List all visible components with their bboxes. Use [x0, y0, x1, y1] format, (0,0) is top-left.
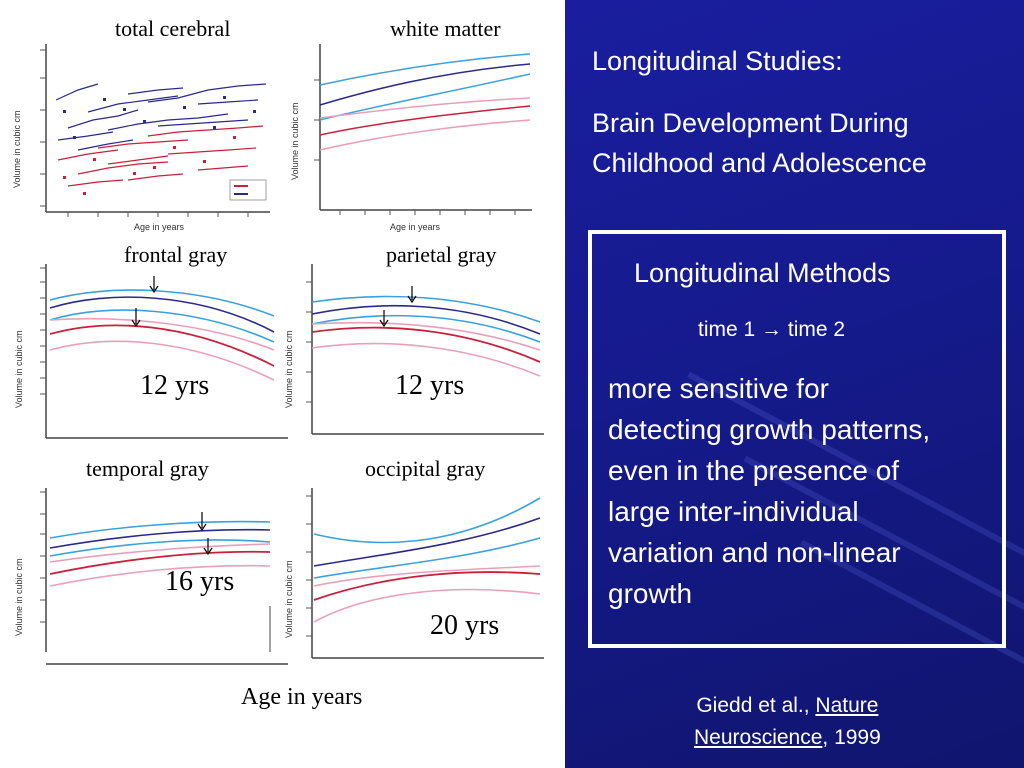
chart-parietal-gray: Volume in cubic cm — [282, 262, 547, 447]
y-axis-label: Volume in cubic cm — [14, 558, 24, 636]
legend-box — [229, 179, 267, 201]
citation: Giedd et al., Nature Neuroscience, 1999 — [694, 690, 881, 754]
y-axis-label: Volume in cubic cm — [12, 110, 22, 188]
panel-title-temporal-gray: temporal gray — [86, 456, 209, 481]
citation-year: , 1999 — [822, 726, 881, 749]
methods-description: more sensitive for detecting growth patt… — [608, 368, 930, 614]
methods-box — [588, 230, 1006, 648]
peak-label-temporal: 16 yrs — [165, 566, 235, 597]
arrow-down-icon — [197, 512, 207, 532]
panel-title-parietal-gray: parietal gray — [386, 242, 497, 267]
brain-development-figure: total cerebral white matter frontal gray… — [0, 0, 565, 768]
panel-title-total-cerebral: total cerebral — [115, 16, 231, 41]
time-1-label: time 1 — [698, 318, 756, 341]
peak-label-frontal: 12 yrs — [140, 370, 210, 401]
methods-line: detecting growth patterns, — [608, 414, 931, 445]
slide-title-line-2: Brain Development During — [592, 108, 909, 138]
y-axis-label: Volume in cubic cm — [290, 102, 300, 180]
chart-white-matter: Volume in cubic cm Age in years — [290, 40, 540, 232]
chart-total-cerebral: Volume in cubic cm — [8, 40, 273, 232]
methods-heading: Longitudinal Methods — [634, 258, 891, 288]
methods-line: large inter-individual — [608, 496, 859, 527]
panel-title-frontal-gray: frontal gray — [124, 242, 228, 267]
arrow-right-icon: → — [761, 318, 783, 341]
chart-occipital-gray: Volume in cubic cm — [282, 486, 547, 671]
arrow-down-icon — [407, 286, 417, 304]
citation-journal-link[interactable]: Nature — [815, 694, 879, 717]
panel-title-occipital-gray: occipital gray — [365, 456, 486, 481]
methods-line: growth — [608, 578, 693, 609]
slide-title-line-3: Childhood and Adolescence — [592, 148, 927, 178]
y-axis-label: Volume in cubic cm — [284, 560, 294, 638]
slide-title-line-1: Longitudinal Studies: — [592, 46, 843, 76]
arrow-down-icon — [379, 310, 389, 328]
citation-journal-link-2[interactable]: Neuroscience — [694, 726, 823, 749]
arrow-down-icon — [149, 276, 159, 294]
y-axis-label: Volume in cubic cm — [284, 330, 294, 408]
citation-authors: Giedd et al., — [696, 694, 816, 717]
methods-line: more sensitive for — [608, 373, 829, 404]
methods-line: variation and non-linear — [608, 537, 901, 568]
y-axis-label: Volume in cubic cm — [14, 330, 24, 408]
x-axis-label-small: Age in years — [390, 222, 441, 232]
panel-title-white-matter: white matter — [390, 16, 501, 41]
figure-x-axis-label: Age in years — [241, 684, 363, 710]
peak-label-occipital: 20 yrs — [430, 610, 500, 641]
time-2-label: time 2 — [787, 318, 846, 341]
arrow-down-icon — [203, 538, 213, 556]
time-comparison: time 1 → time 2 — [698, 318, 845, 342]
arrow-down-icon — [131, 308, 141, 328]
chart-temporal-gray: Volume in cubic cm — [8, 486, 288, 671]
x-axis-label-small: Age in years — [134, 222, 185, 232]
chart-frontal-gray: Volume in cubic cm — [8, 262, 288, 447]
peak-label-parietal: 12 yrs — [395, 370, 465, 401]
methods-line: even in the presence of — [608, 455, 900, 486]
